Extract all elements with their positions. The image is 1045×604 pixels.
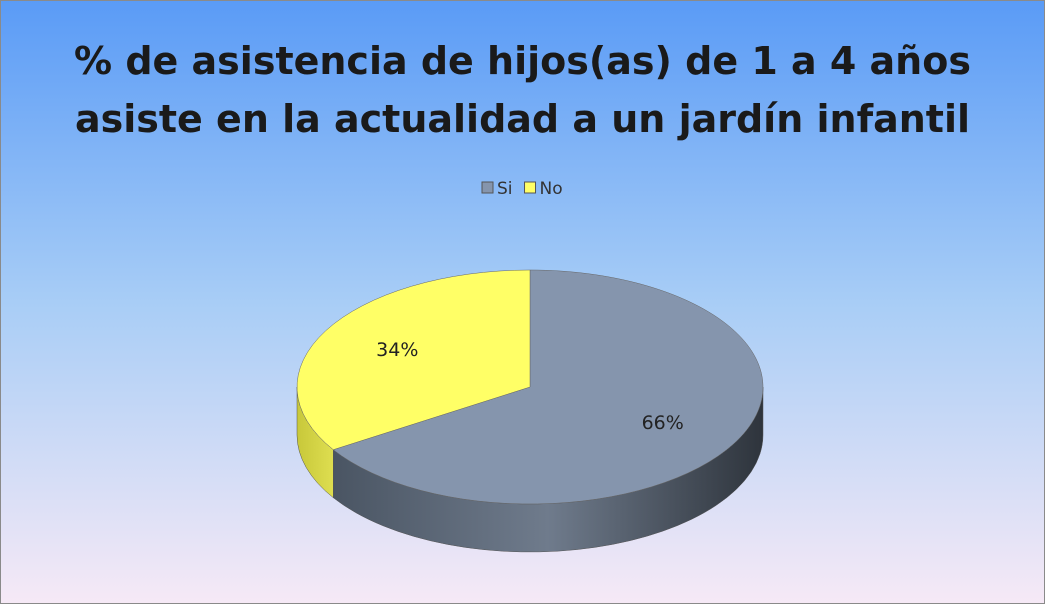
legend-swatch (524, 181, 537, 194)
data-label: 66% (642, 412, 684, 434)
pie-slice (332, 269, 764, 505)
legend-label: No (540, 179, 563, 199)
pie-slice (296, 269, 531, 450)
chart-title: % de asistencia de hijos(as) de 1 a 4 añ… (74, 39, 971, 141)
legend-label: Si (497, 179, 513, 199)
legend-swatch (481, 181, 494, 194)
data-label: 34% (376, 339, 418, 361)
